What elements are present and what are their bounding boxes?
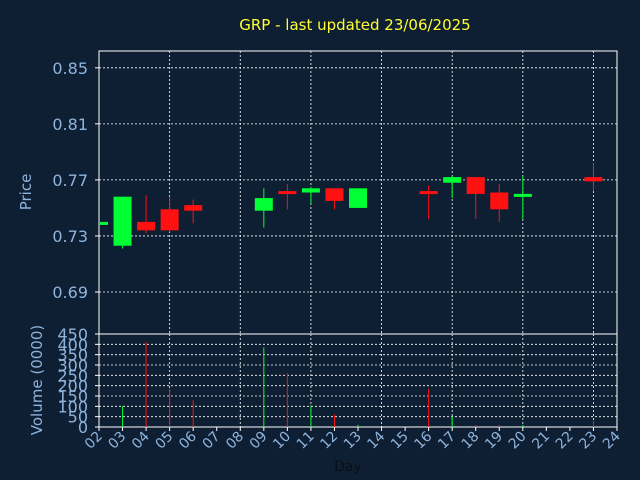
candle-body <box>325 188 344 201</box>
x-tick-label: 23 <box>576 429 600 453</box>
x-tick-label: 13 <box>341 429 365 453</box>
price-y-tick-label: 0.85 <box>52 59 88 78</box>
x-tick-label: 21 <box>529 429 553 453</box>
candle-body <box>278 191 297 195</box>
x-tick-label: 19 <box>482 429 506 453</box>
x-ticks: 02 03 04 05 06 07 08 09 10 11 12 13 14 15 16 17 18 19 20 21… <box>82 427 624 452</box>
x-axis-label: Day <box>334 459 362 475</box>
x-tick-label: 17 <box>435 429 459 453</box>
x-tick-label: 10 <box>270 429 294 453</box>
x-tick-label: 24 <box>600 428 624 452</box>
x-tick-label: 04 <box>129 428 153 452</box>
candle-body <box>301 188 320 193</box>
candle-body <box>443 177 462 183</box>
x-tick-label: 08 <box>223 429 247 453</box>
x-tick-label: 07 <box>200 429 224 453</box>
price-y-tick-label: 0.81 <box>52 115 88 134</box>
x-tick-label: 05 <box>153 429 177 453</box>
x-tick-label: 22 <box>553 429 577 453</box>
price-y-tick-label: 0.77 <box>52 171 88 190</box>
x-tick-label: 16 <box>412 428 436 452</box>
x-tick-label: 15 <box>388 429 412 453</box>
candle-body <box>490 192 509 210</box>
candle-body <box>513 193 532 197</box>
volume-bars <box>122 342 594 427</box>
candle-body <box>466 177 485 194</box>
candle-body <box>184 205 203 211</box>
candle-body <box>160 209 179 231</box>
x-tick-label: 09 <box>247 429 271 453</box>
volume-y-tick-label: 250 <box>57 366 88 385</box>
chart-title: GRP - last updated 23/06/2025 <box>239 16 470 34</box>
volume-y-tick-label: 450 <box>57 325 88 344</box>
x-tick-label: 11 <box>294 429 318 453</box>
x-tick-label: 12 <box>317 429 341 453</box>
candle-body <box>100 221 108 225</box>
volume-axis-label: Volume (0000) <box>28 325 46 435</box>
candle-body <box>137 221 156 231</box>
candles <box>100 163 603 249</box>
volume-y-tick-label: 300 <box>57 356 88 375</box>
x-tick-label: 14 <box>364 428 388 452</box>
price-y-tick-label: 0.69 <box>52 283 88 302</box>
volume-y-tick-label: 400 <box>57 335 88 354</box>
volume-gridlines <box>99 333 617 428</box>
price-axis-label: Price <box>17 174 35 211</box>
x-tick-label: 20 <box>506 429 530 453</box>
volume-y-tick-label: 50 <box>68 408 88 427</box>
candle-body <box>349 188 367 208</box>
volume-plot-frame <box>98 333 618 428</box>
x-tick-label: 06 <box>176 428 200 452</box>
volume-y-tick-label: 100 <box>57 397 88 416</box>
candle-body <box>419 191 438 195</box>
candle-body <box>113 196 132 246</box>
volume-y-tick-label: 150 <box>57 387 88 406</box>
candle-body <box>254 198 273 211</box>
price-y-tick-label: 0.73 <box>52 227 88 246</box>
x-tick-label: 03 <box>105 429 129 453</box>
price-y-ticks: 0.85 0.81 0.77 0.73 0.69 <box>52 59 99 302</box>
volume-y-tick-label: 350 <box>57 346 88 365</box>
volume-y-tick-label: 200 <box>57 377 88 396</box>
candle-body <box>584 177 603 182</box>
price-panel: 0.85 0.81 0.77 0.73 0.69 Price <box>17 50 618 335</box>
x-tick-label: 18 <box>459 429 483 453</box>
volume-y-tick-label: 0 <box>78 418 88 437</box>
